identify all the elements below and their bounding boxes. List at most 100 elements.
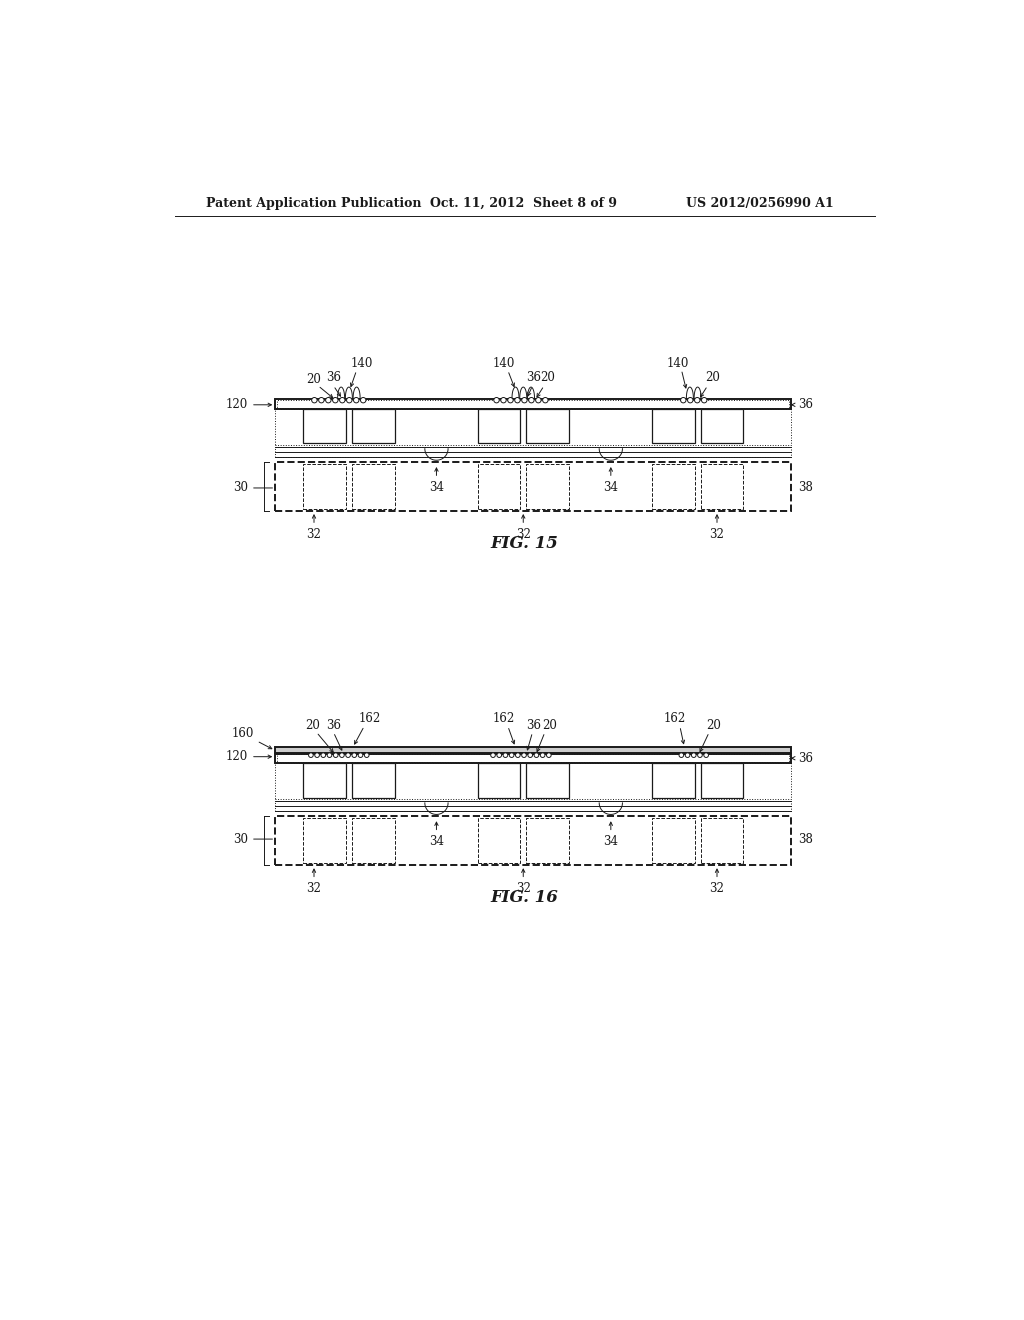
Text: 140: 140	[493, 356, 515, 370]
Bar	[275, 747, 791, 752]
Bar	[526, 465, 569, 508]
Circle shape	[543, 397, 548, 403]
Circle shape	[521, 752, 526, 758]
Text: 162: 162	[358, 713, 381, 726]
Circle shape	[340, 397, 345, 403]
Circle shape	[314, 752, 319, 758]
Circle shape	[497, 752, 502, 758]
Circle shape	[536, 397, 541, 403]
Circle shape	[311, 397, 317, 403]
Circle shape	[334, 752, 338, 758]
Bar	[477, 818, 520, 863]
Bar	[352, 763, 394, 797]
Circle shape	[694, 397, 700, 403]
Circle shape	[528, 752, 532, 758]
Bar	[477, 409, 520, 444]
Bar	[526, 763, 569, 797]
Text: 32: 32	[306, 515, 322, 541]
Text: 38: 38	[799, 833, 813, 846]
Bar	[275, 400, 791, 409]
Circle shape	[697, 752, 702, 758]
Bar	[652, 409, 694, 444]
Text: 36: 36	[326, 371, 341, 384]
Bar	[276, 400, 790, 408]
Text: 30: 30	[233, 482, 272, 495]
Bar	[303, 763, 346, 797]
Text: 38: 38	[799, 482, 813, 495]
Circle shape	[352, 752, 356, 758]
Circle shape	[346, 752, 350, 758]
Circle shape	[346, 397, 352, 403]
Text: 32: 32	[306, 869, 322, 895]
Text: 120: 120	[226, 750, 271, 763]
Text: 34: 34	[429, 822, 444, 849]
Text: 162: 162	[493, 713, 515, 726]
Circle shape	[681, 397, 686, 403]
Circle shape	[515, 397, 520, 403]
Circle shape	[358, 752, 362, 758]
Circle shape	[521, 397, 527, 403]
Circle shape	[679, 752, 684, 758]
Text: 140: 140	[351, 358, 373, 371]
Bar	[303, 818, 346, 863]
Circle shape	[333, 397, 338, 403]
Circle shape	[326, 397, 331, 403]
Circle shape	[340, 752, 344, 758]
Bar	[276, 755, 790, 762]
Circle shape	[503, 752, 508, 758]
Circle shape	[691, 752, 696, 758]
Text: 36: 36	[526, 371, 541, 384]
Text: 20: 20	[707, 718, 721, 731]
Text: 20: 20	[705, 371, 720, 384]
Circle shape	[318, 397, 324, 403]
Text: FIG. 16: FIG. 16	[490, 890, 559, 906]
Bar	[275, 447, 791, 457]
Text: 20: 20	[542, 718, 557, 731]
Circle shape	[687, 397, 693, 403]
Text: 140: 140	[667, 356, 689, 370]
Text: 34: 34	[603, 469, 618, 494]
Circle shape	[703, 752, 709, 758]
Circle shape	[501, 397, 506, 403]
Bar	[652, 465, 694, 508]
Circle shape	[509, 752, 514, 758]
Text: 20: 20	[541, 371, 555, 384]
Text: Oct. 11, 2012  Sheet 8 of 9: Oct. 11, 2012 Sheet 8 of 9	[430, 197, 617, 210]
Text: 30: 30	[233, 833, 272, 846]
Bar	[652, 763, 694, 797]
Circle shape	[515, 752, 520, 758]
Circle shape	[685, 752, 690, 758]
Circle shape	[308, 752, 313, 758]
Bar	[352, 818, 394, 863]
Text: 36: 36	[792, 399, 813, 412]
Text: 162: 162	[664, 713, 686, 726]
Bar	[275, 763, 791, 799]
Circle shape	[701, 397, 707, 403]
Text: 32: 32	[710, 515, 724, 541]
Bar	[275, 816, 791, 866]
Bar	[275, 409, 791, 445]
Text: Patent Application Publication: Patent Application Publication	[206, 197, 421, 210]
Text: 36: 36	[326, 718, 341, 731]
Text: 32: 32	[516, 515, 530, 541]
Circle shape	[353, 397, 359, 403]
Text: 20: 20	[306, 372, 322, 385]
Bar	[700, 763, 743, 797]
Text: 34: 34	[603, 822, 618, 849]
Bar	[526, 818, 569, 863]
Bar	[526, 409, 569, 444]
Circle shape	[535, 752, 539, 758]
Bar	[303, 409, 346, 444]
Circle shape	[528, 397, 535, 403]
Circle shape	[494, 397, 500, 403]
Circle shape	[365, 752, 369, 758]
Circle shape	[547, 752, 551, 758]
Text: 36: 36	[792, 751, 813, 764]
Text: 32: 32	[516, 869, 530, 895]
Bar	[652, 818, 694, 863]
Bar	[700, 409, 743, 444]
Bar	[700, 465, 743, 508]
Bar	[275, 462, 791, 511]
Circle shape	[360, 397, 366, 403]
Text: 20: 20	[305, 718, 319, 731]
